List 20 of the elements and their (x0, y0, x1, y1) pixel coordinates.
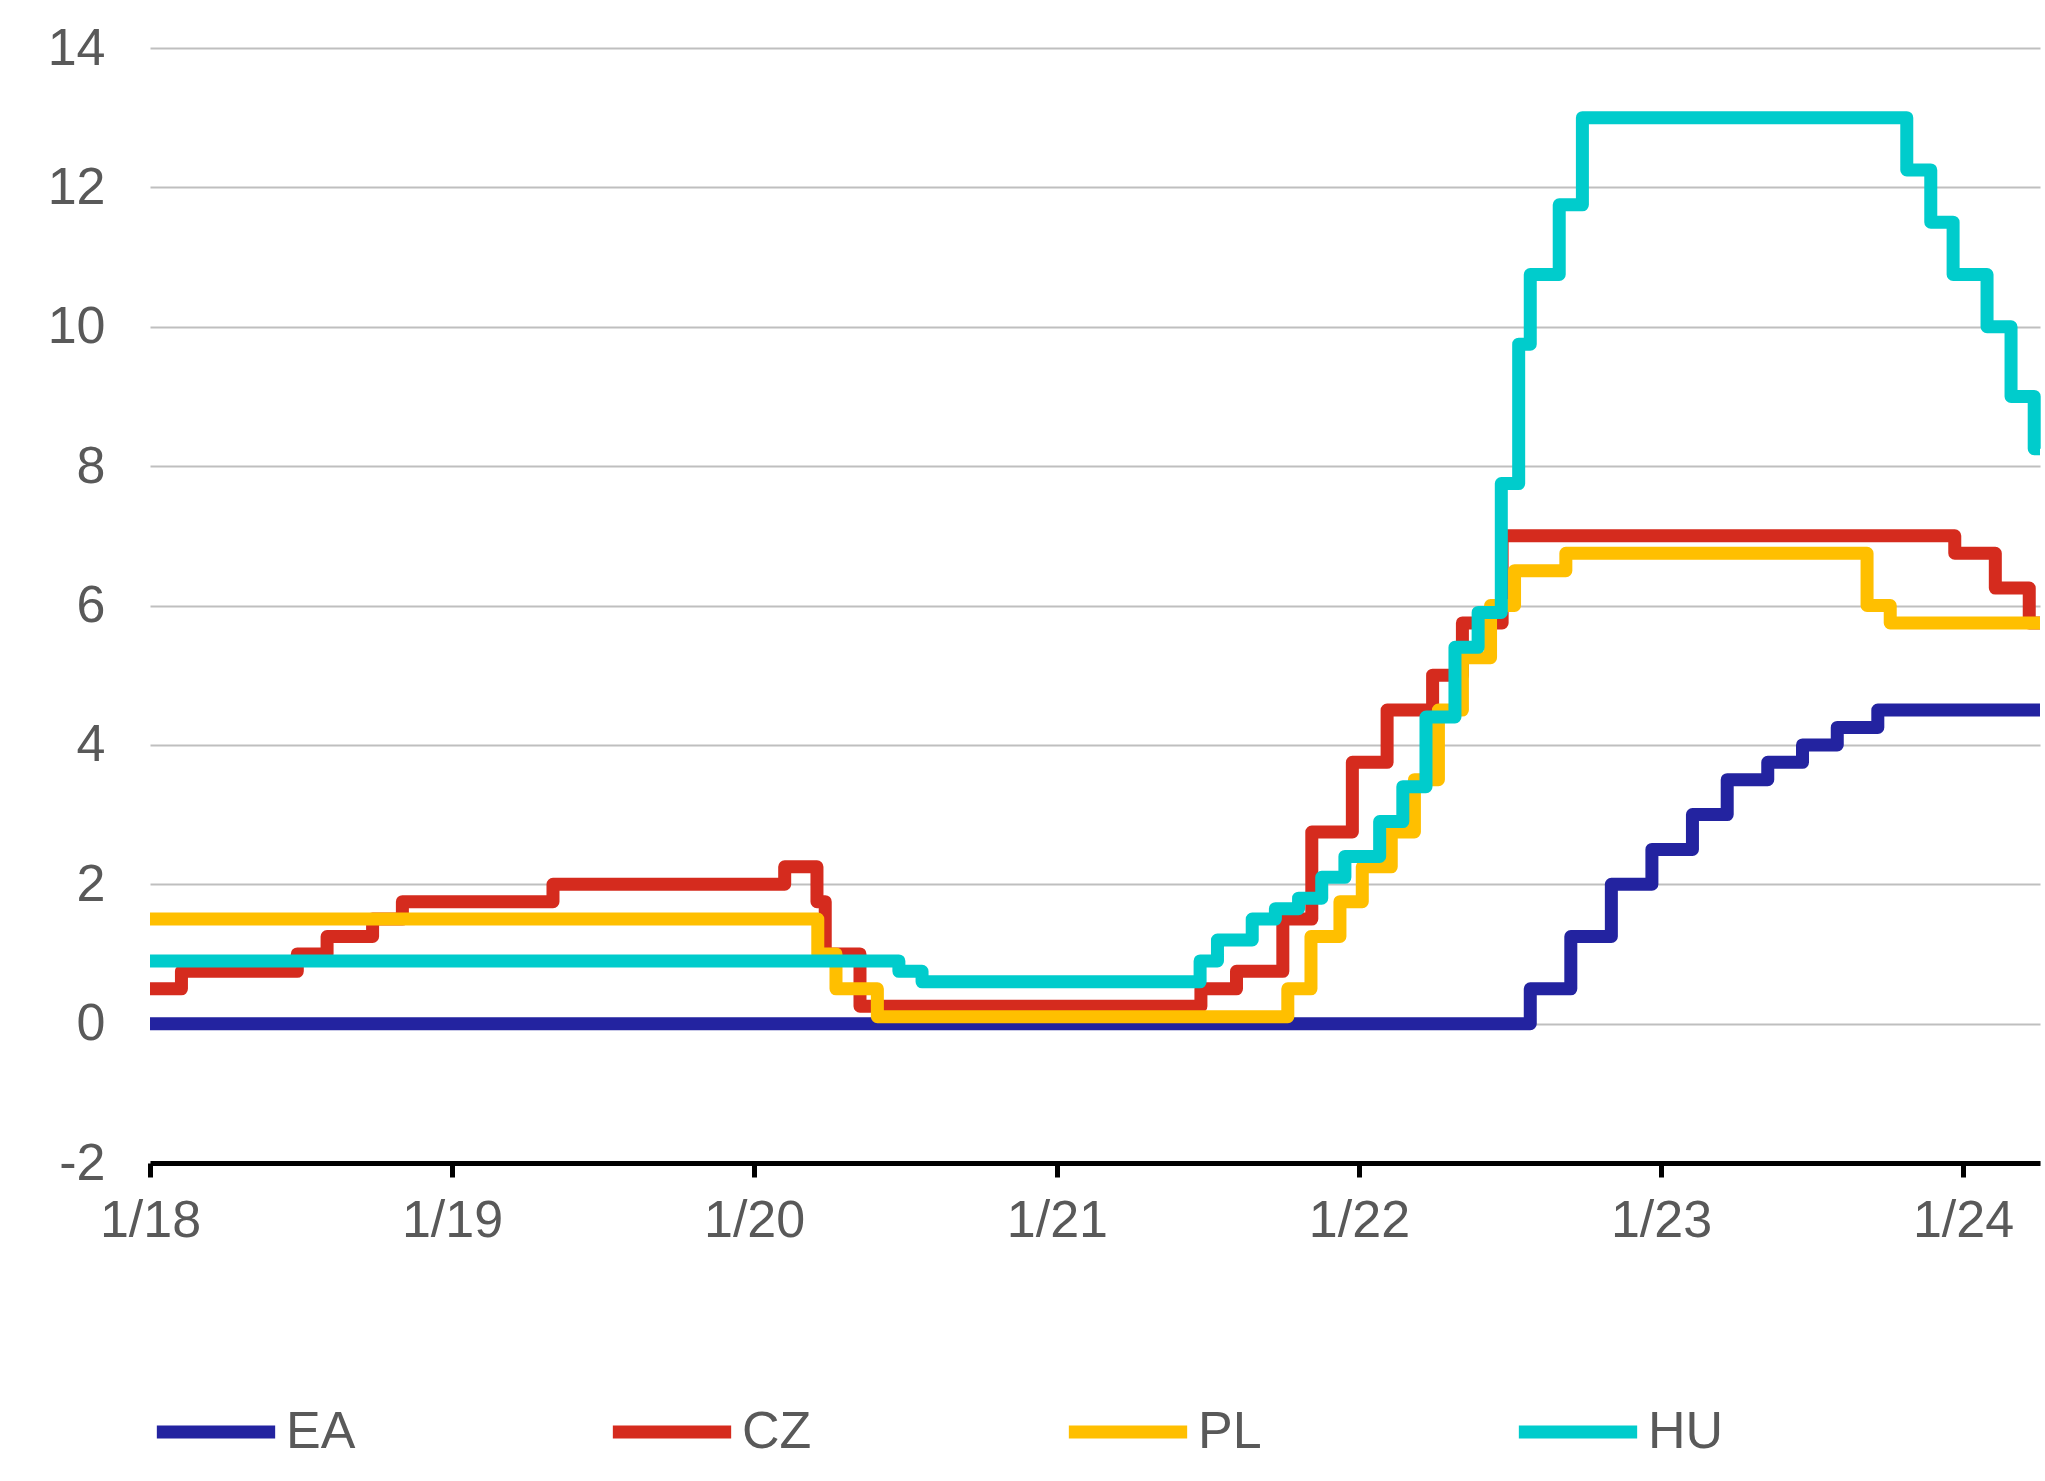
x-tick-label: 1/20 (703, 1189, 806, 1248)
y-tick-label: 14 (47, 17, 106, 76)
y-tick-label: 2 (76, 853, 106, 912)
y-tick-label: -2 (59, 1132, 106, 1191)
x-tick-label: 1/24 (1912, 1189, 2015, 1248)
y-tick-label: 0 (76, 993, 106, 1052)
legend-label: EA (286, 1401, 356, 1459)
y-tick-label: 6 (76, 575, 106, 633)
x-tick-label: 1/19 (401, 1189, 504, 1248)
y-tick-label: 10 (47, 296, 106, 355)
x-tick-label: 1/18 (99, 1189, 202, 1248)
y-tick-label: 8 (76, 435, 106, 494)
x-tick-label: 1/21 (1006, 1189, 1109, 1248)
legend-label: CZ (742, 1401, 812, 1459)
x-tick-label: 1/22 (1308, 1189, 1411, 1248)
legend-label: PL (1198, 1401, 1262, 1459)
x-tick-label: 1/23 (1610, 1189, 1713, 1248)
legend-label: HU (1648, 1401, 1724, 1459)
y-tick-label: 4 (76, 714, 106, 773)
y-tick-label: 12 (47, 156, 106, 215)
